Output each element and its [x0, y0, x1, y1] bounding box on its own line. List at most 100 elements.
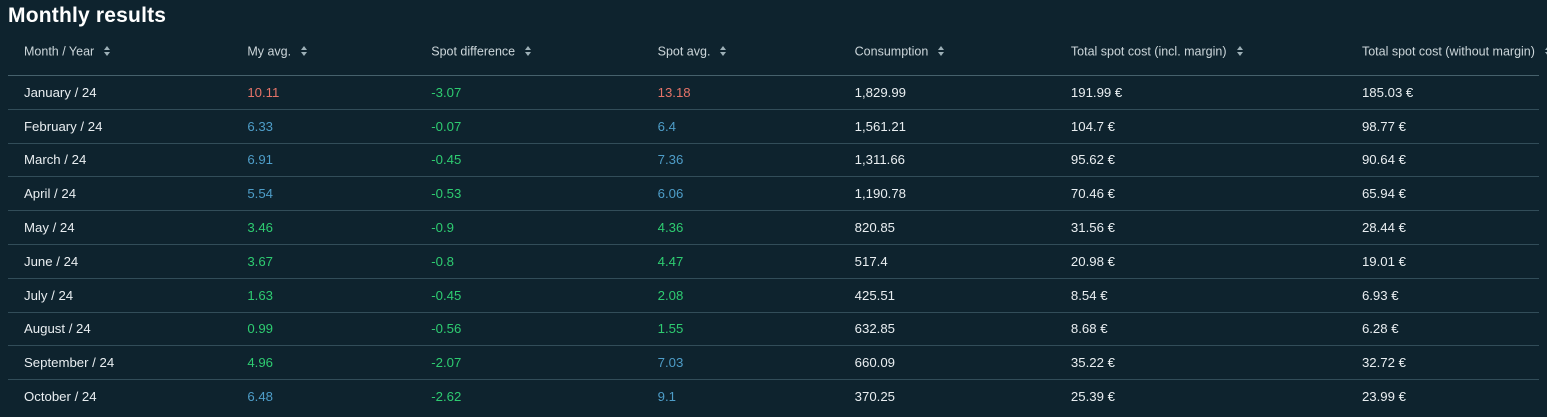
sort-icon: [720, 45, 727, 56]
cell-consumption: 660.09: [838, 345, 1055, 380]
cell-month: March / 24: [8, 142, 232, 177]
cell-spot-difference: -0.07: [415, 108, 642, 144]
column-header-my-avg[interactable]: My avg.: [231, 28, 416, 76]
table-row: October / 24 6.48 -2.62 9.1 370.25 25.39 €23.…: [8, 379, 1539, 413]
cell-total-without: 6.93 €: [1345, 277, 1539, 313]
cell-my-avg: 6.48: [231, 379, 416, 413]
table-row: June / 24 3.67 -0.8 4.47 517.4 20.98 €19.01 €: [8, 243, 1539, 279]
cell-total-without: 32.72 €: [1345, 345, 1539, 380]
cell-consumption: 1,311.66: [838, 142, 1055, 177]
column-header-total-incl-margin[interactable]: Total spot cost (incl. margin): [1054, 28, 1346, 76]
column-header-spot-difference[interactable]: Spot difference: [415, 28, 642, 76]
cell-total-incl: 25.39 €: [1054, 379, 1346, 413]
cell-my-avg: 0.99: [231, 311, 416, 346]
cell-spot-avg: 7.36: [641, 142, 839, 177]
cell-spot-difference: -2.07: [415, 345, 642, 380]
cell-spot-avg: 2.08: [641, 277, 839, 313]
cell-total-incl: 35.22 €: [1054, 345, 1346, 380]
cell-my-avg: 3.67: [231, 243, 416, 279]
cell-spot-avg: 7.03: [641, 345, 839, 380]
cell-total-without: 23.99 €: [1345, 379, 1539, 413]
cell-total-without: 65.94 €: [1345, 176, 1539, 211]
cell-spot-avg: 6.06: [641, 176, 839, 211]
cell-my-avg: 6.91: [231, 142, 416, 177]
cell-month: May / 24: [8, 210, 232, 245]
cell-spot-difference: -0.56: [415, 311, 642, 346]
column-header-month[interactable]: Month / Year: [8, 28, 232, 76]
cell-spot-difference: -0.45: [415, 142, 642, 177]
column-header-label: Spot avg.: [657, 44, 711, 59]
cell-my-avg: 5.54: [231, 176, 416, 211]
column-header-label: Consumption: [854, 44, 929, 59]
cell-spot-difference: -0.8: [415, 243, 642, 279]
table-row: August / 24 0.99 -0.56 1.55 632.85 8.68 €6.28…: [8, 311, 1539, 346]
cell-my-avg: 6.33: [231, 108, 416, 144]
cell-spot-avg: 6.4: [641, 108, 839, 144]
column-header-label: My avg.: [247, 44, 292, 59]
column-header-total-without-margin[interactable]: Total spot cost (without margin): [1345, 28, 1547, 76]
cell-total-incl: 70.46 €: [1054, 176, 1346, 211]
cell-month: April / 24: [8, 176, 232, 211]
column-header-label: Total spot cost (without margin): [1361, 44, 1535, 59]
cell-total-incl: 191.99 €: [1054, 75, 1346, 110]
sort-icon: [525, 45, 532, 56]
cell-consumption: 1,829.99: [838, 75, 1055, 110]
column-header-label: Spot difference: [431, 44, 516, 59]
table-body: January / 24 10.11 -3.07 13.18 1,829.99 191.9…: [8, 75, 1539, 413]
table-row: January / 24 10.11 -3.07 13.18 1,829.99 191.9…: [8, 75, 1539, 110]
page-title: Monthly results: [8, 4, 167, 27]
cell-total-incl: 95.62 €: [1054, 142, 1346, 177]
column-header-label: Total spot cost (incl. margin): [1070, 44, 1227, 59]
column-header-consumption[interactable]: Consumption: [838, 28, 1055, 76]
sort-icon: [1544, 45, 1547, 56]
cell-month: September / 24: [8, 345, 232, 380]
cell-spot-avg: 4.47: [641, 243, 839, 279]
sort-icon: [1236, 45, 1243, 56]
cell-total-without: 98.77 €: [1345, 108, 1539, 144]
cell-total-incl: 20.98 €: [1054, 243, 1346, 279]
table-row: February / 24 6.33 -0.07 6.4 1,561.21 104.7 €…: [8, 108, 1539, 144]
column-header-label: Month / Year: [24, 44, 95, 59]
cell-spot-difference: -0.45: [415, 277, 642, 313]
cell-total-incl: 31.56 €: [1054, 210, 1346, 245]
cell-month: June / 24: [8, 243, 232, 279]
cell-month: July / 24: [8, 277, 232, 313]
sort-icon: [301, 45, 308, 56]
cell-total-without: 6.28 €: [1345, 311, 1539, 346]
cell-my-avg: 4.96: [231, 345, 416, 380]
sort-icon: [938, 45, 945, 56]
monthly-results-table: Month / Year My avg. Spot difference Spo…: [8, 28, 1547, 413]
table-row: May / 24 3.46 -0.9 4.36 820.85 31.56 €28.44 €: [8, 210, 1539, 245]
cell-consumption: 632.85: [838, 311, 1055, 346]
cell-total-without: 19.01 €: [1345, 243, 1539, 279]
cell-spot-difference: -0.53: [415, 176, 642, 211]
cell-month: February / 24: [8, 108, 232, 144]
cell-spot-difference: -3.07: [415, 75, 642, 110]
sort-icon: [104, 45, 111, 56]
cell-total-incl: 8.54 €: [1054, 277, 1346, 313]
table-row: March / 24 6.91 -0.45 7.36 1,311.66 95.62 €90…: [8, 142, 1539, 177]
cell-spot-avg: 13.18: [641, 75, 839, 110]
cell-total-incl: 8.68 €: [1054, 311, 1346, 346]
table-row: July / 24 1.63 -0.45 2.08 425.51 8.54 €6.93 €: [8, 277, 1539, 313]
cell-spot-difference: -2.62: [415, 379, 642, 413]
cell-month: August / 24: [8, 311, 232, 346]
cell-total-incl: 104.7 €: [1054, 108, 1346, 144]
table-row: September / 24 4.96 -2.07 7.03 660.09 35.22 €…: [8, 345, 1539, 380]
cell-spot-avg: 9.1: [641, 379, 839, 413]
table-header-row: Month / Year My avg. Spot difference Spo…: [8, 28, 1547, 76]
column-header-spot-avg[interactable]: Spot avg.: [641, 28, 839, 76]
cell-total-without: 185.03 €: [1345, 75, 1539, 110]
cell-total-without: 90.64 €: [1345, 142, 1539, 177]
cell-spot-difference: -0.9: [415, 210, 642, 245]
cell-consumption: 517.4: [838, 243, 1055, 279]
cell-total-without: 28.44 €: [1345, 210, 1539, 245]
cell-my-avg: 1.63: [231, 277, 416, 313]
cell-my-avg: 10.11: [231, 75, 416, 110]
cell-spot-avg: 4.36: [641, 210, 839, 245]
cell-consumption: 425.51: [838, 277, 1055, 313]
table-row: April / 24 5.54 -0.53 6.06 1,190.78 70.46 €65…: [8, 176, 1539, 211]
cell-consumption: 1,190.78: [838, 176, 1055, 211]
cell-my-avg: 3.46: [231, 210, 416, 245]
